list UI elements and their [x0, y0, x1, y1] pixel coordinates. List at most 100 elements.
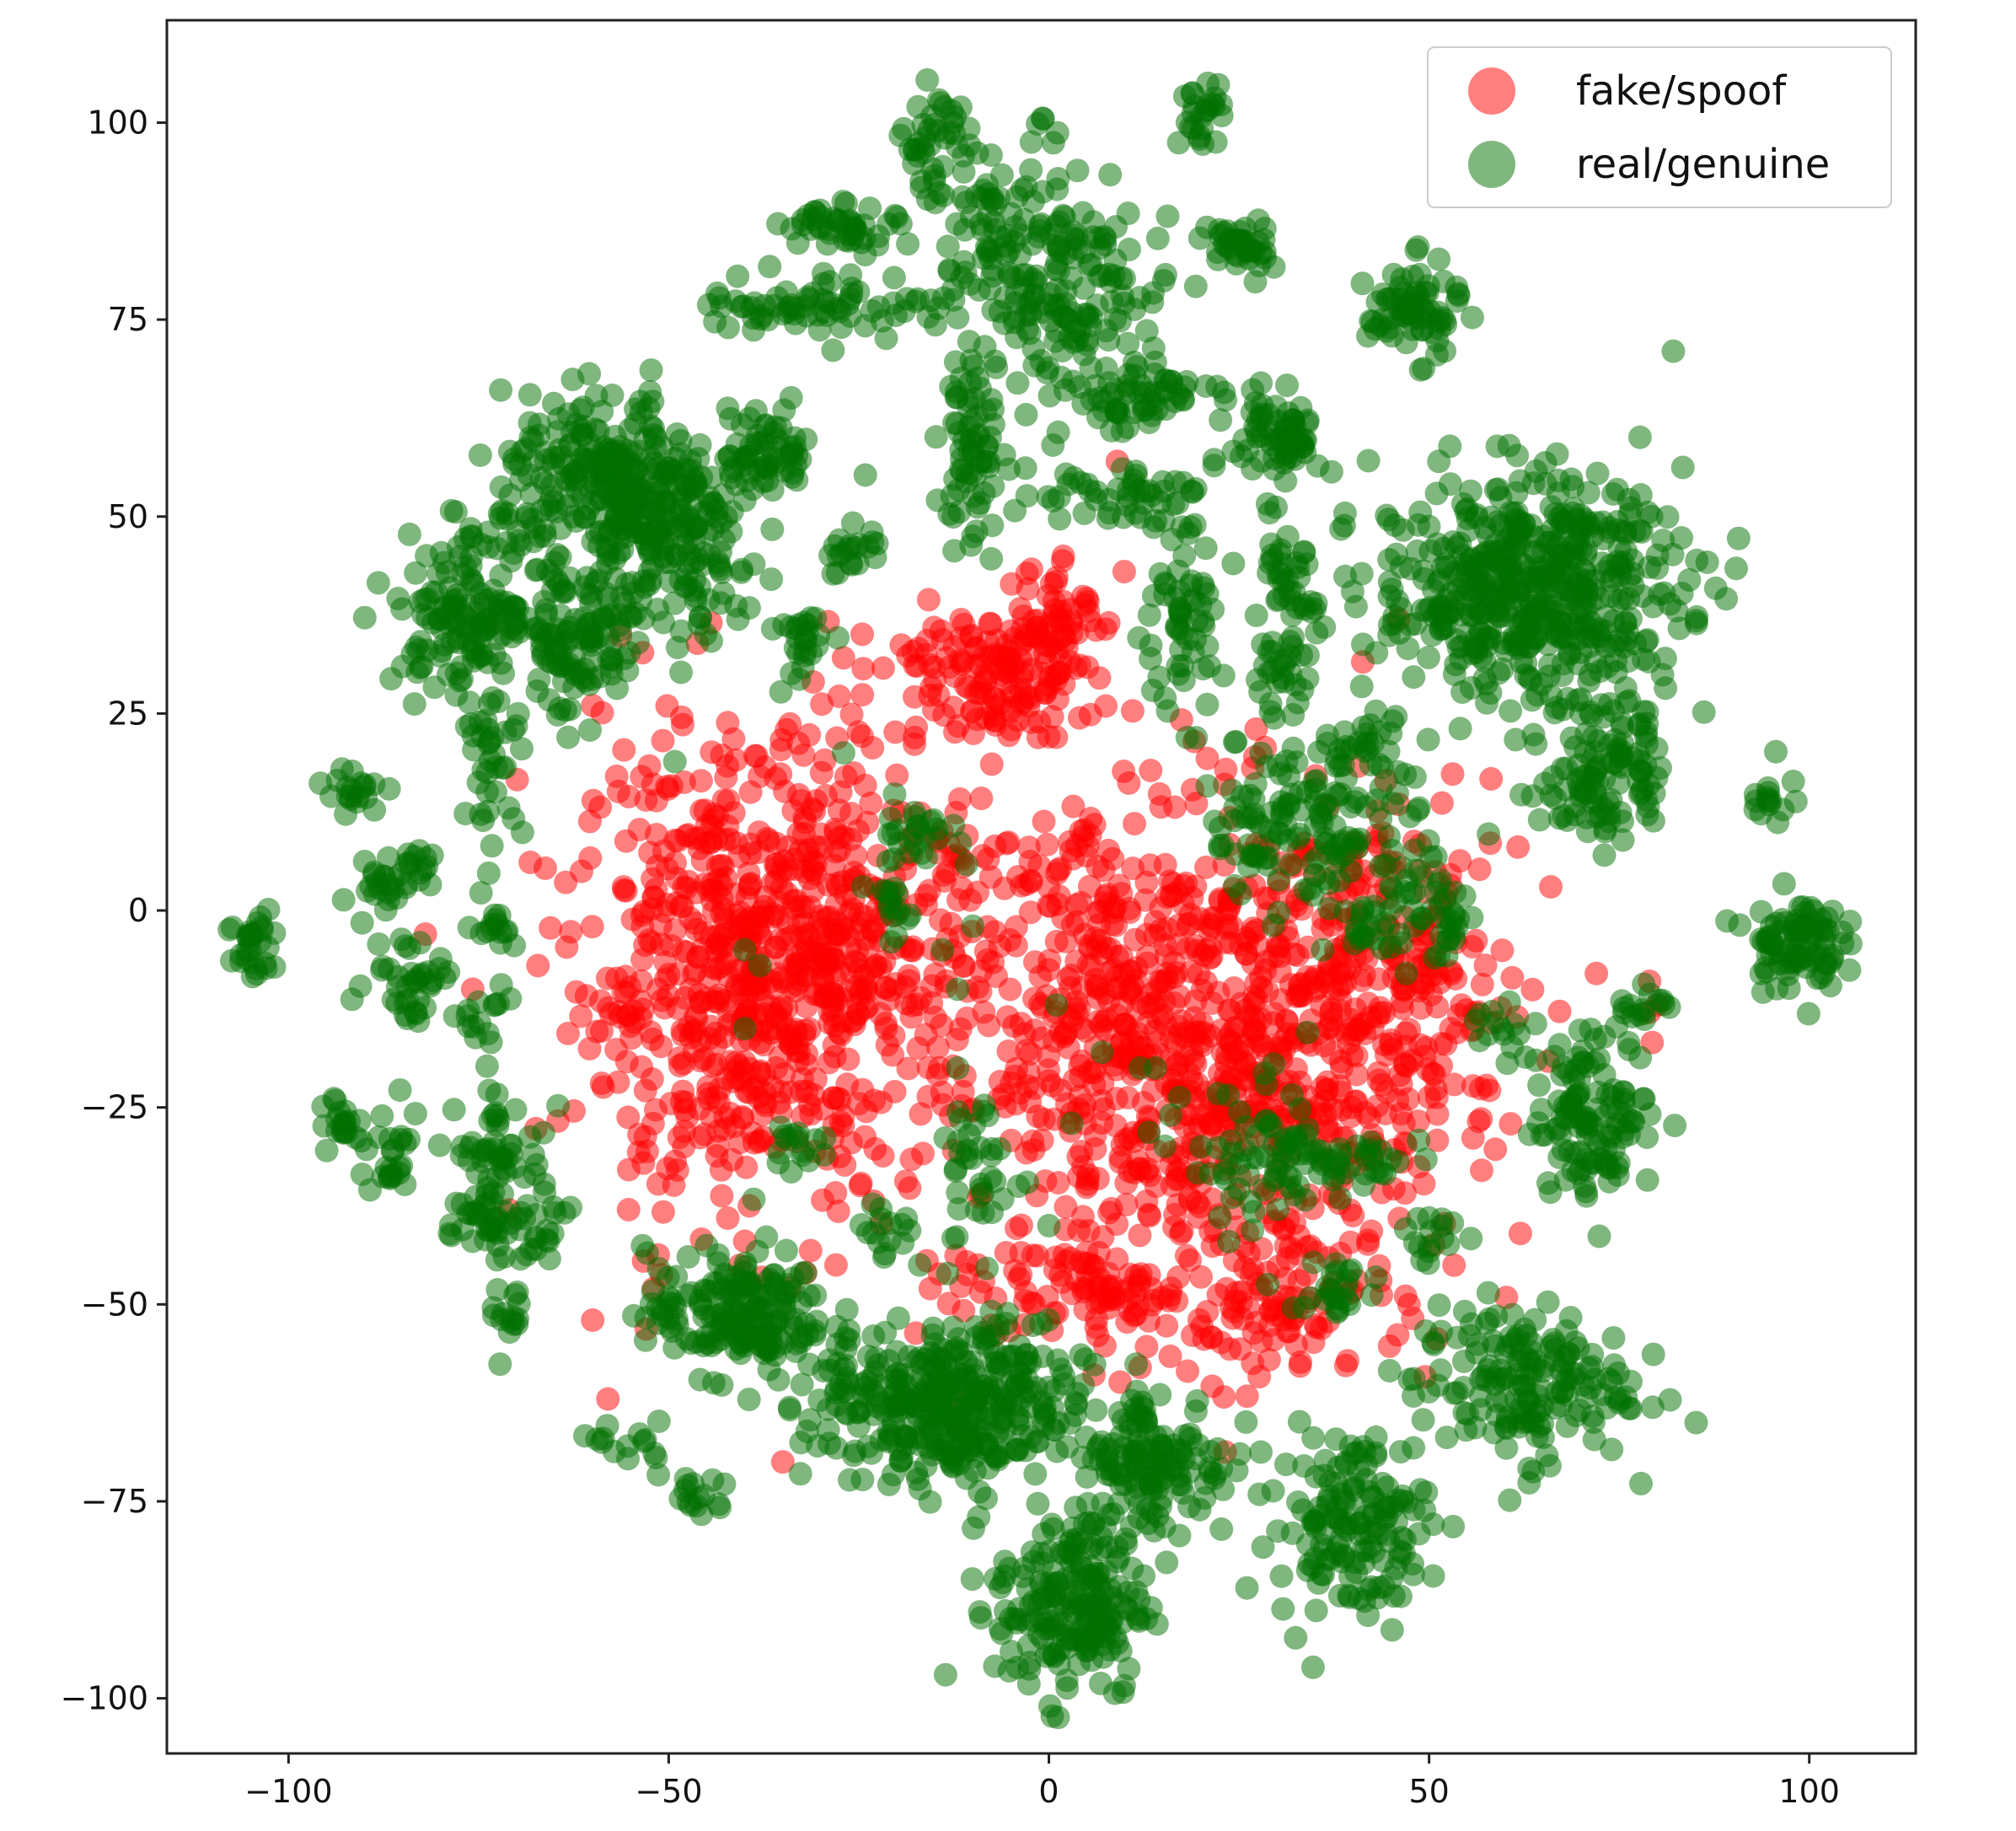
scatter-point — [1038, 665, 1062, 690]
scatter-point — [1040, 1704, 1064, 1728]
scatter-point — [422, 675, 447, 700]
scatter-point — [737, 1388, 761, 1412]
scatter-point — [1343, 1499, 1367, 1523]
scatter-point — [1172, 1481, 1196, 1505]
scatter-point — [1677, 568, 1702, 592]
scatter-point — [635, 1139, 659, 1163]
scatter-point — [737, 596, 761, 620]
scatter-point — [878, 978, 903, 1002]
scatter-point — [1036, 583, 1060, 608]
scatter-point — [772, 1062, 796, 1087]
scatter-point — [673, 1120, 696, 1144]
scatter-point — [1388, 1584, 1413, 1608]
scatter-point — [1627, 425, 1652, 449]
scatter-point — [1067, 1218, 1091, 1243]
scatter-point — [1349, 969, 1374, 993]
scatter-point — [1117, 771, 1141, 795]
scatter-point — [1466, 1109, 1491, 1134]
scatter-point — [1527, 808, 1552, 832]
scatter-point — [916, 1055, 941, 1080]
scatter-point — [1586, 1080, 1610, 1104]
scatter-point — [664, 1265, 689, 1289]
scatter-point — [871, 1144, 895, 1168]
scatter-point — [709, 591, 732, 615]
scatter-point — [1114, 1532, 1139, 1556]
scatter-point — [798, 1238, 823, 1263]
scatter-point — [1395, 1054, 1419, 1078]
scatter-point — [1105, 1212, 1129, 1237]
scatter-point — [638, 379, 662, 404]
scatter-point — [1377, 570, 1402, 594]
scatter-point — [967, 1505, 991, 1529]
scatter-point — [1411, 1408, 1435, 1432]
scatter-point — [489, 378, 513, 402]
scatter-point — [1533, 471, 1558, 496]
scatter-point — [1269, 1564, 1294, 1588]
scatter-point — [1629, 1471, 1653, 1495]
scatter-point — [985, 1378, 1010, 1403]
scatter-point — [1193, 1021, 1216, 1045]
scatter-point — [578, 718, 602, 742]
scatter-point — [1172, 1044, 1197, 1068]
scatter-point — [1592, 843, 1617, 867]
scatter-point — [1070, 584, 1095, 609]
scatter-point — [1504, 626, 1528, 650]
scatter-point — [930, 1337, 954, 1361]
scatter-point — [1397, 1018, 1422, 1042]
scatter-point — [684, 474, 709, 498]
scatter-point — [1195, 1103, 1220, 1128]
scatter-point — [1617, 689, 1642, 713]
scatter-point — [477, 613, 501, 637]
scatter-point — [732, 1050, 757, 1074]
scatter-point — [684, 958, 708, 983]
scatter-point — [760, 517, 785, 541]
scatter-point — [1059, 1281, 1084, 1306]
scatter-point — [1025, 1430, 1049, 1454]
scatter-point — [979, 752, 1004, 776]
scatter-point — [1115, 1310, 1139, 1334]
scatter-point — [763, 935, 787, 959]
scatter-point — [614, 829, 638, 853]
scatter-point — [1370, 1180, 1394, 1205]
scatter-point — [1166, 1265, 1191, 1289]
scatter-point — [1641, 1342, 1665, 1367]
scatter-point — [925, 1035, 950, 1060]
scatter-point — [1338, 1104, 1363, 1129]
scatter-point — [1473, 953, 1498, 978]
scatter-point — [846, 1414, 871, 1438]
scatter-point — [1080, 954, 1104, 979]
scatter-point — [1146, 1007, 1171, 1031]
scatter-point — [448, 669, 472, 693]
scatter-point — [1344, 1441, 1369, 1465]
scatter-point — [1134, 922, 1159, 947]
scatter-point — [1037, 1058, 1060, 1082]
scatter-point — [1030, 1128, 1054, 1152]
scatter-point — [688, 432, 712, 457]
scatter-point — [769, 859, 794, 883]
scatter-point — [1508, 1222, 1532, 1246]
scatter-point — [662, 1335, 687, 1360]
scatter-point — [705, 1144, 729, 1168]
scatter-point — [998, 977, 1022, 1001]
scatter-point — [541, 452, 566, 476]
scatter-point — [652, 489, 677, 513]
scatter-point — [994, 1241, 1018, 1265]
scatter-point — [786, 782, 811, 807]
scatter-point — [640, 897, 664, 921]
scatter-point — [1543, 787, 1568, 810]
scatter-point — [1609, 755, 1633, 780]
scatter-point — [670, 1089, 694, 1114]
scatter-point — [827, 798, 851, 823]
scatter-point — [988, 934, 1012, 958]
scatter-point — [1324, 1427, 1348, 1452]
scatter-point — [1336, 1349, 1359, 1373]
scatter-point — [635, 1241, 659, 1265]
scatter-point — [1796, 1001, 1820, 1026]
scatter-point — [911, 1380, 936, 1404]
scatter-point — [960, 1567, 984, 1592]
scatter-point — [906, 636, 930, 661]
scatter-point — [646, 977, 670, 1001]
scatter-point — [1598, 1156, 1622, 1180]
scatter-point — [1490, 938, 1515, 963]
scatter-point — [1145, 1452, 1170, 1476]
